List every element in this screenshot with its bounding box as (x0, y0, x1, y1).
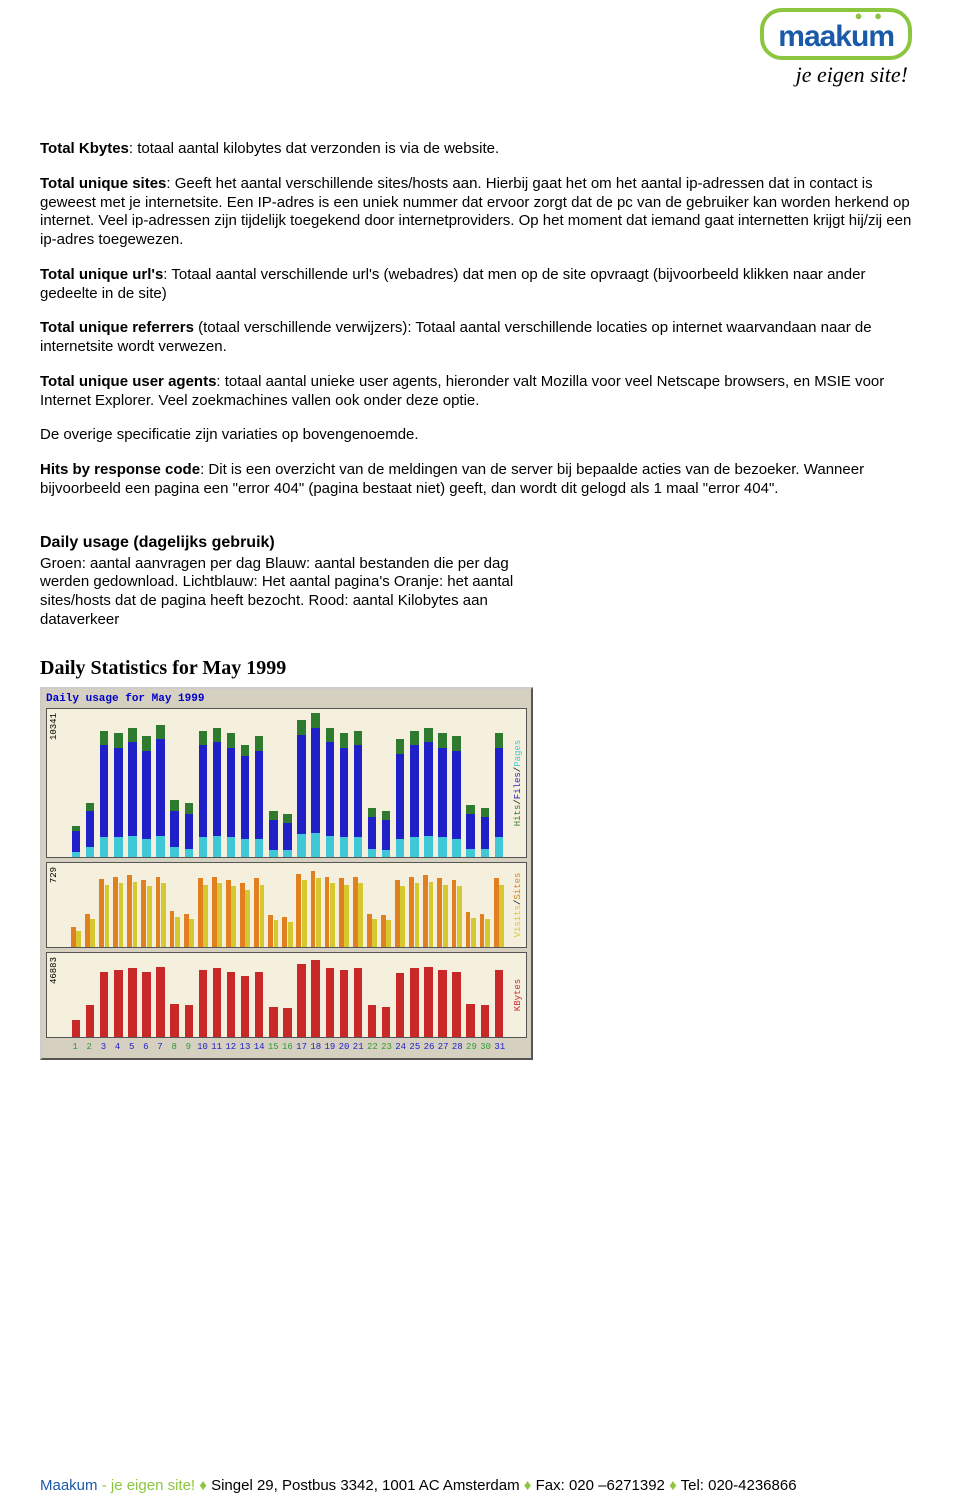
term-text: : totaal aantal kilobytes dat verzonden … (129, 140, 499, 157)
logo-tagline: je eigen site! (760, 62, 912, 88)
footer-fax: Fax: 020 –6271392 (531, 1477, 669, 1494)
term: Total unique user agents (40, 373, 216, 390)
term: Total unique url's (40, 266, 163, 283)
section-title: Daily usage (dagelijks gebruik) (40, 533, 920, 553)
daily-usage-chart: Daily usage for May 1999 10341 Hits/File… (40, 687, 533, 1060)
section-desc: Groen: aantal aanvragen per dag Blauw: a… (40, 555, 560, 630)
term-text: : Totaal aantal verschillende url's (web… (40, 266, 865, 302)
chart-caption: Daily usage for May 1999 (46, 693, 527, 707)
chart-x-axis: 1234567891011121314151617181920212223242… (68, 1042, 507, 1053)
term: Total Kbytes (40, 140, 129, 157)
chart-panel-sites-visits: 729 Visits/Sites (46, 862, 527, 948)
body-text: Total Kbytes: totaal aantal kilobytes da… (40, 140, 920, 1060)
footer-brand: Maakum (40, 1477, 98, 1494)
right-axis-label: Visits/Sites (513, 873, 524, 938)
right-axis-label: KBytes (513, 979, 524, 1011)
term: Hits by response code (40, 461, 200, 478)
page-footer: Maakum - je eigen site! ♦ Singel 29, Pos… (40, 1477, 797, 1494)
y-max-label: 10341 (49, 713, 60, 740)
right-axis-label: Hits/Files/Pages (513, 740, 524, 826)
term: Total unique sites (40, 175, 166, 192)
chart-panel-hits-files-pages: 10341 Hits/Files/Pages (46, 708, 527, 858)
chart-panel-kbytes: 46883 KBytes (46, 952, 527, 1038)
footer-addr: Singel 29, Postbus 3342, 1001 AC Amsterd… (207, 1477, 524, 1494)
y-max-label: 46883 (49, 957, 60, 984)
chart-title: Daily Statistics for May 1999 (40, 656, 920, 681)
footer-tel: Tel: 020-4236866 (677, 1477, 797, 1494)
footer-tag: - je eigen site! (98, 1477, 196, 1494)
brand-logo: ● ● maakum je eigen site! (760, 8, 912, 88)
y-max-label: 729 (49, 867, 60, 883)
logo-word: maakum (778, 20, 894, 53)
term: Total unique referrers (40, 319, 194, 336)
extra-line: De overige specificatie zijn variaties o… (40, 426, 920, 445)
term-text: : Geeft het aantal verschillende sites/h… (40, 175, 911, 248)
